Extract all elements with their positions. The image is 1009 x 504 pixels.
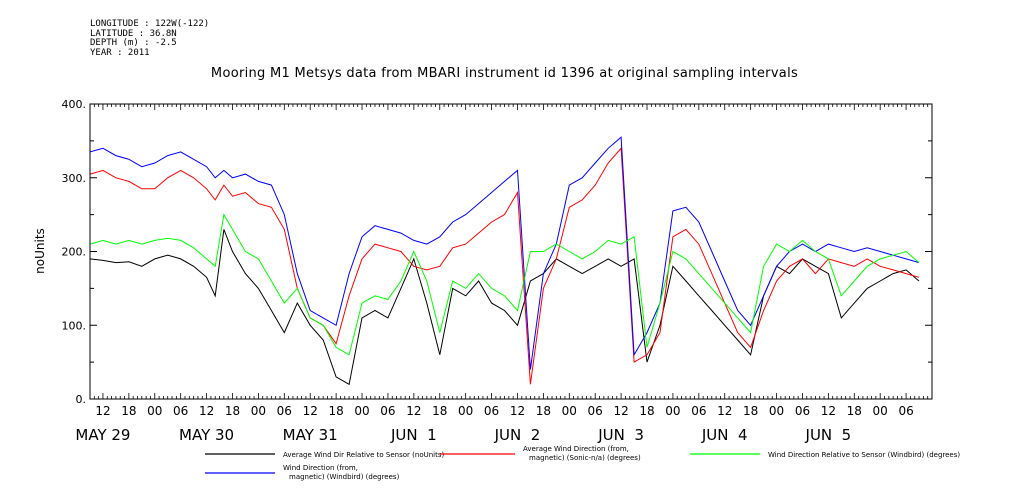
x-hour-label: 06: [691, 404, 706, 418]
x-day-label: MAY 31: [283, 426, 338, 444]
legend-label: Wind Direction (from, magnetic) (Windbird…: [283, 464, 400, 481]
x-hour-label: 12: [95, 404, 110, 418]
y-tick-label: 200.: [62, 246, 87, 259]
x-day-label: JUN 4: [701, 426, 748, 444]
series-line-1: [89, 229, 920, 386]
series-line-4: [89, 213, 920, 356]
x-hour-label: 18: [328, 404, 343, 418]
x-day-label: JUN 1: [390, 426, 437, 444]
x-hour-label: 00: [665, 404, 680, 418]
x-hour-label: 12: [613, 404, 628, 418]
axis-ticks-group: 0. 100. 200. 300. 400. 12 18 00 06 12 18 00 06 12 18 00…: [62, 98, 933, 444]
y-tick-label: 0.: [76, 393, 87, 406]
x-hour-label: 06: [380, 404, 395, 418]
x-hour-label: 18: [847, 404, 862, 418]
series-line-3: [89, 136, 920, 370]
legend-label: Average Wind Dir Relative to Sensor (noU…: [283, 451, 444, 459]
metadata-block: LONGITUDE : 122W(-122) LATITUDE : 36.8N …: [90, 19, 210, 58]
x-hour-label: 12: [717, 404, 732, 418]
x-hour-label: 00: [562, 404, 577, 418]
x-hour-label: 06: [898, 404, 913, 418]
x-hour-label: 00: [769, 404, 784, 418]
x-day-label: MAY 29: [75, 426, 130, 444]
metadata-latitude: LATITUDE : 36.8N: [90, 28, 177, 39]
x-hour-label: 18: [121, 404, 136, 418]
x-hour-label: 06: [588, 404, 603, 418]
metadata-depth: DEPTH (m) : -2.5: [90, 38, 177, 48]
plot-series-group: [89, 136, 920, 386]
x-hour-label: 12: [303, 404, 318, 418]
x-hour-label: 00: [251, 404, 266, 418]
x-day-label: MAY 30: [179, 426, 234, 444]
y-axis-label: noUnits: [33, 228, 47, 274]
x-hour-label: 06: [277, 404, 292, 418]
x-hour-label: 18: [639, 404, 654, 418]
x-hour-label: 06: [173, 404, 188, 418]
x-day-label: JUN 3: [597, 426, 644, 444]
legend-label: Wind Direction Relative to Sensor (Windb…: [768, 451, 960, 459]
x-hour-label: 18: [225, 404, 240, 418]
x-day-label: JUN 5: [805, 426, 852, 444]
x-hour-label: 12: [510, 404, 525, 418]
x-hour-label: 00: [458, 404, 473, 418]
x-hour-label: 06: [795, 404, 810, 418]
x-hour-label: 18: [536, 404, 551, 418]
x-hour-label: 00: [147, 404, 162, 418]
x-hour-label: 12: [821, 404, 836, 418]
series-line-2: [89, 147, 920, 385]
x-hour-label: 00: [873, 404, 888, 418]
x-hour-label: 12: [406, 404, 421, 418]
x-hour-label: 18: [743, 404, 758, 418]
legend-label: Average Wind Direction (from, magnetic) (…: [523, 445, 641, 462]
chart-title: Mooring M1 Metsys data from MBARI instru…: [210, 66, 799, 81]
y-tick-label: 400.: [62, 98, 87, 111]
x-hour-label: 18: [432, 404, 447, 418]
x-hour-label: 00: [354, 404, 369, 418]
y-tick-label: 300.: [62, 172, 87, 185]
x-hour-label: 12: [199, 404, 214, 418]
y-tick-label: 100.: [62, 319, 87, 332]
metadata-year: YEAR : 2011: [90, 47, 150, 58]
metadata-longitude: LONGITUDE : 122W(-122): [90, 19, 210, 29]
plot-frame: [89, 103, 933, 400]
x-day-label: JUN 2: [494, 426, 541, 444]
legend: Average Wind Dir Relative to Sensor (noU…: [205, 445, 960, 481]
x-hour-label: 06: [484, 404, 499, 418]
